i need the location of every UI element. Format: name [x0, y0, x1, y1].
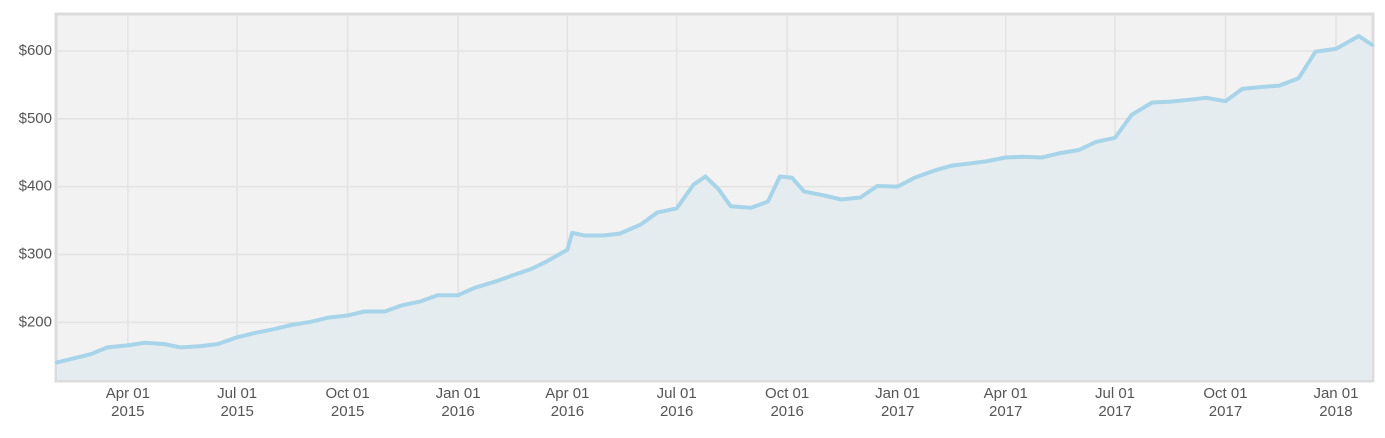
x-tick-label: Apr 01 2015: [105, 385, 150, 420]
x-tick-label: Jul 01 2015: [217, 385, 258, 420]
y-tick-label: $400: [19, 178, 52, 195]
line: [55, 34, 1374, 365]
x-tick-label: Oct 01 2015: [325, 385, 370, 420]
x-tick-label: Jan 01 2017: [875, 385, 921, 420]
y-tick-label: $500: [19, 110, 52, 127]
y-tick-label: $600: [19, 42, 52, 59]
area: [57, 36, 1372, 380]
x-tick-label: Jan 01 2016: [435, 385, 481, 420]
y-tick-label: $200: [19, 313, 52, 330]
x-tick-label: Jul 01 2016: [656, 385, 697, 420]
x-tick-label: Oct 01 2017: [1203, 385, 1248, 420]
x-tick-label: Oct 01 2016: [765, 385, 810, 420]
x-tick-label: Apr 01 2017: [983, 385, 1028, 420]
x-tick-label: Jul 01 2017: [1094, 385, 1136, 420]
y-tick-label: $300: [19, 245, 52, 262]
x-tick-label: Jan 01 2018: [1313, 385, 1359, 420]
x-tick-label: Apr 01 2016: [545, 385, 590, 420]
